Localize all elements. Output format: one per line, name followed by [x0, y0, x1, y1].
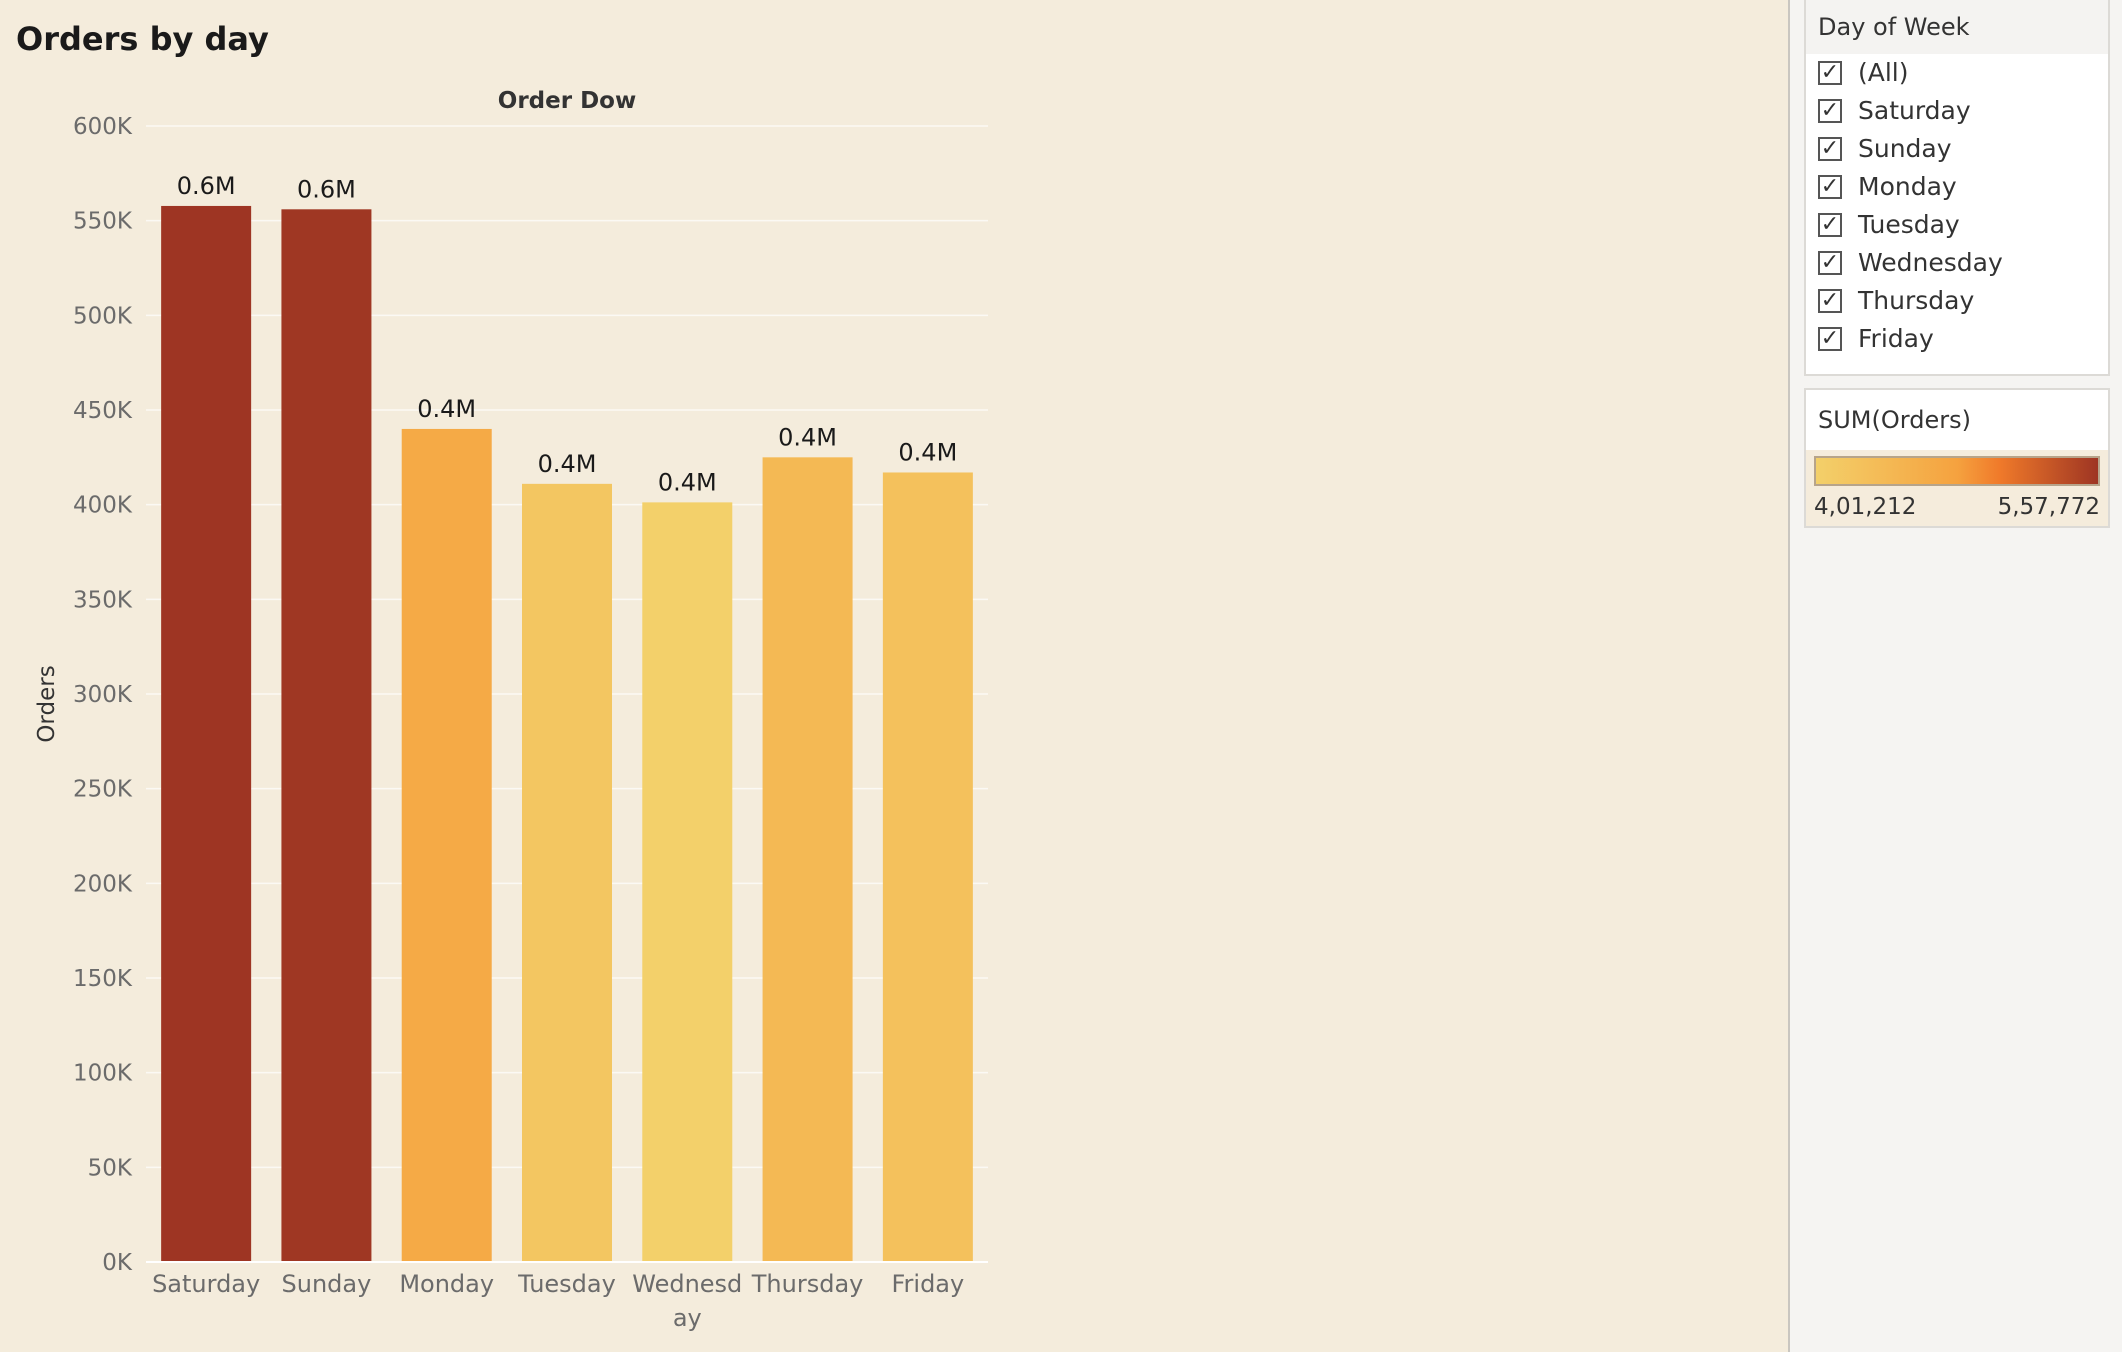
checkbox[interactable]: ✓ — [1818, 175, 1842, 199]
data-label: 0.4M — [538, 450, 597, 478]
checkbox[interactable]: ✓ — [1818, 99, 1842, 123]
legend-gradient — [1814, 456, 2100, 486]
filter-item-friday[interactable]: ✓ Friday — [1806, 320, 2108, 358]
day-of-week-filter: Day of Week ✓ (All) ✓ Saturday ✓ Sunday ✓ Monda… — [1804, 0, 2110, 376]
data-label: 0.6M — [297, 175, 356, 203]
y-tick-label: 400K — [73, 493, 133, 519]
y-tick-label: 550K — [73, 209, 133, 235]
legend-body: 4,01,212 5,57,772 — [1806, 450, 2108, 526]
filter-list: ✓ (All) ✓ Saturday ✓ Sunday ✓ Monday ✓ Tuesday ✓ We… — [1806, 54, 2108, 358]
filter-item-monday[interactable]: ✓ Monday — [1806, 168, 2108, 206]
y-tick-label: 350K — [73, 587, 133, 613]
bar-sunday — [281, 209, 372, 1263]
legend-min-label: 4,01,212 — [1814, 494, 1917, 520]
bar-friday — [882, 472, 973, 1263]
data-label: 0.4M — [417, 395, 476, 423]
page-title: Orders by day — [16, 20, 269, 58]
y-tick-label: 300K — [73, 682, 133, 708]
filter-item-label: (All) — [1858, 58, 1909, 87]
bar-wednesday — [642, 502, 733, 1262]
chart-area: Orders by day 0K 50K 100K 150K 200K 250K 300K 3… — [16, 20, 988, 1332]
y-tick-label: 600K — [73, 114, 133, 140]
checkbox[interactable]: ✓ — [1818, 61, 1842, 85]
y-tick-label: 450K — [73, 398, 133, 424]
x-tick-label: Monday — [399, 1270, 494, 1298]
y-axis-title: Orders — [34, 665, 60, 742]
checkbox[interactable]: ✓ — [1818, 327, 1842, 351]
x-tick-label: Friday — [891, 1270, 964, 1298]
x-tick-label: Thursday — [751, 1270, 864, 1298]
filter-item-saturday[interactable]: ✓ Saturday — [1806, 92, 2108, 130]
filter-item-label: Thursday — [1858, 286, 1975, 315]
y-tick-label: 150K — [73, 966, 133, 992]
legend-title: SUM(Orders) — [1806, 390, 2108, 450]
x-tick-label: ay — [673, 1304, 702, 1332]
filter-item-tuesday[interactable]: ✓ Tuesday — [1806, 206, 2108, 244]
x-tick-label: Sunday — [282, 1270, 372, 1298]
side-panel: Day of Week ✓ (All) ✓ Saturday ✓ Sunday ✓ Monda… — [1788, 0, 2122, 1352]
data-label: 0.4M — [898, 438, 957, 466]
checkbox[interactable]: ✓ — [1818, 251, 1842, 275]
filter-item-label: Tuesday — [1858, 210, 1960, 239]
filter-item-sunday[interactable]: ✓ Sunday — [1806, 130, 2108, 168]
filter-item-label: Monday — [1858, 172, 1957, 201]
y-tick-label: 50K — [88, 1155, 133, 1181]
bar-saturday — [161, 205, 252, 1263]
checkbox[interactable]: ✓ — [1818, 137, 1842, 161]
x-tick-label: Saturday — [152, 1270, 260, 1298]
y-tick-label: 100K — [73, 1061, 133, 1087]
data-label: 0.4M — [778, 423, 837, 451]
y-tick-label: 250K — [73, 777, 133, 803]
filter-title: Day of Week — [1806, 0, 2108, 54]
x-tick-label: Wednesd — [632, 1270, 742, 1298]
filter-item-label: Saturday — [1858, 96, 1971, 125]
y-tick-label: 0K — [102, 1250, 133, 1276]
checkbox[interactable]: ✓ — [1818, 289, 1842, 313]
filter-item-all[interactable]: ✓ (All) — [1806, 54, 2108, 92]
x-tick-label: Tuesday — [517, 1270, 616, 1298]
filter-item-wednesday[interactable]: ✓ Wednesday — [1806, 244, 2108, 282]
x-axis-title: Order Dow — [498, 88, 636, 114]
filter-item-thursday[interactable]: ✓ Thursday — [1806, 282, 2108, 320]
bar-tuesday — [522, 483, 612, 1263]
bar-thursday — [762, 457, 853, 1262]
filter-item-label: Sunday — [1858, 134, 1952, 163]
y-tick-label: 500K — [73, 303, 133, 329]
color-legend: SUM(Orders) 4,01,212 5,57,772 — [1804, 388, 2110, 528]
filter-item-label: Friday — [1858, 324, 1934, 353]
bar-chart: 0K 50K 100K 150K 200K 250K 300K 350K 400K 450K 500… — [34, 88, 988, 1332]
filter-item-label: Wednesday — [1858, 248, 2003, 277]
checkbox[interactable]: ✓ — [1818, 213, 1842, 237]
bar-monday — [401, 428, 492, 1262]
data-label: 0.4M — [658, 468, 717, 496]
y-tick-label: 200K — [73, 871, 133, 897]
legend-max-label: 5,57,772 — [1997, 494, 2100, 520]
data-label: 0.6M — [177, 172, 236, 200]
